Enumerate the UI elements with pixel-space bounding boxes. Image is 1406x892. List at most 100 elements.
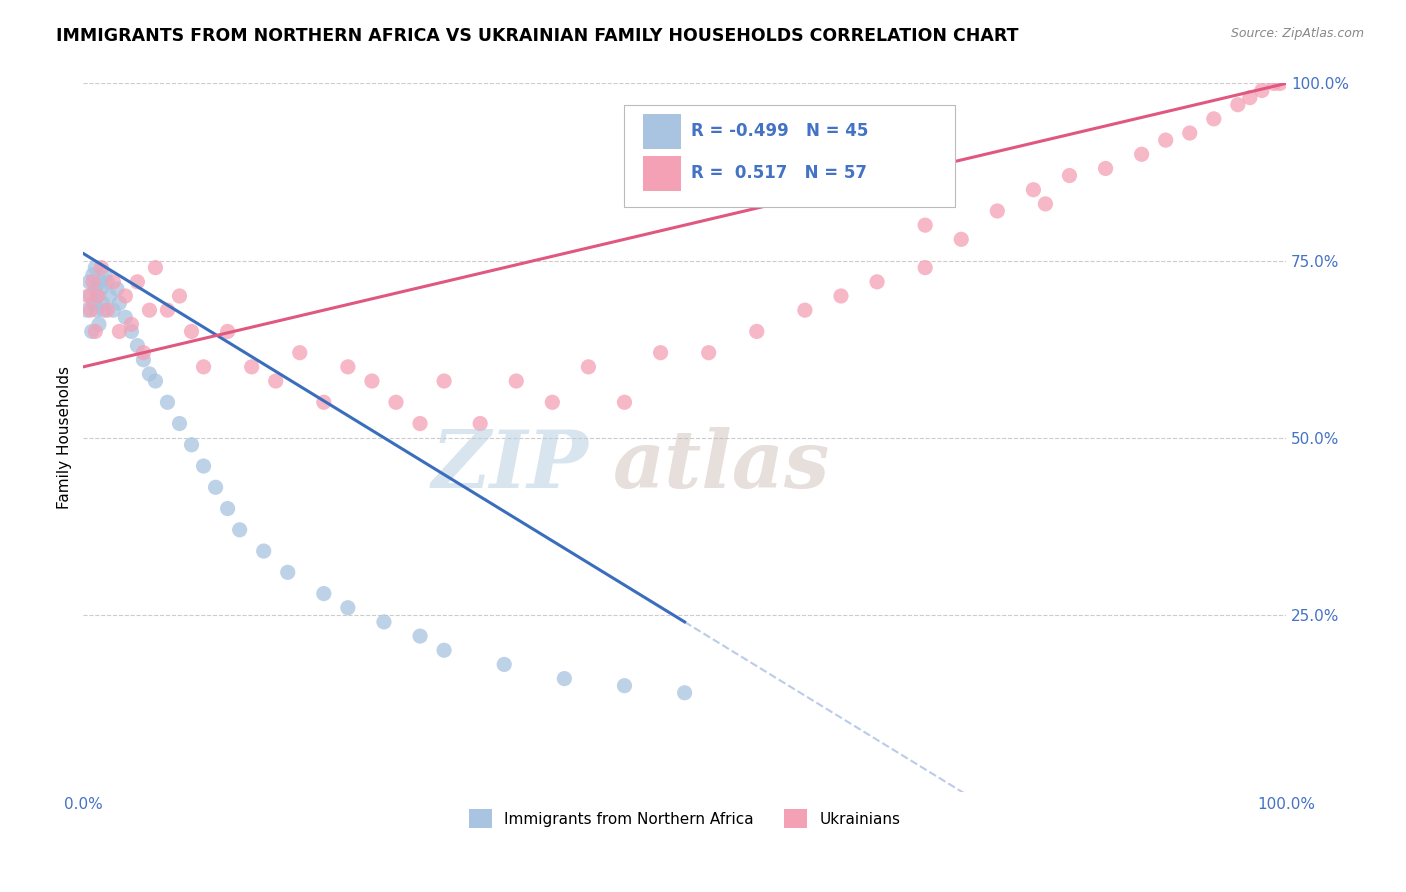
Point: [1202, 112, 1225, 126]
Point: [613, 679, 636, 693]
Point: [169, 417, 191, 431]
Point: [673, 686, 696, 700]
Point: [228, 523, 250, 537]
Point: [217, 325, 239, 339]
Point: [830, 289, 852, 303]
Point: [277, 566, 299, 580]
Point: [93, 303, 115, 318]
Point: [217, 501, 239, 516]
Point: [1239, 90, 1261, 104]
Legend: Immigrants from Northern Africa, Ukrainians: Immigrants from Northern Africa, Ukraini…: [463, 803, 907, 834]
Point: [1130, 147, 1153, 161]
Point: [120, 325, 142, 339]
Point: [138, 367, 160, 381]
Point: [83, 296, 105, 310]
Point: [1154, 133, 1177, 147]
Point: [90, 282, 112, 296]
Point: [127, 275, 149, 289]
Point: [87, 289, 110, 303]
Point: [409, 417, 432, 431]
Point: [336, 359, 359, 374]
Point: [986, 204, 1008, 219]
Point: [138, 303, 160, 318]
Text: Source: ZipAtlas.com: Source: ZipAtlas.com: [1230, 27, 1364, 40]
Point: [96, 303, 118, 318]
Point: [253, 544, 276, 558]
Point: [361, 374, 384, 388]
Point: [470, 417, 492, 431]
Text: ZIP: ZIP: [432, 427, 589, 505]
Point: [541, 395, 564, 409]
Point: [193, 359, 215, 374]
Point: [94, 268, 117, 282]
Point: [82, 268, 104, 282]
Point: [1263, 77, 1285, 91]
Point: [82, 275, 104, 289]
Text: IMMIGRANTS FROM NORTHERN AFRICA VS UKRAINIAN FAMILY HOUSEHOLDS CORRELATION CHART: IMMIGRANTS FROM NORTHERN AFRICA VS UKRAI…: [56, 27, 1019, 45]
Point: [132, 352, 155, 367]
Point: [91, 296, 114, 310]
Point: [650, 345, 672, 359]
Point: [180, 325, 202, 339]
Point: [1251, 83, 1274, 97]
Point: [433, 374, 456, 388]
Point: [950, 232, 973, 246]
Point: [180, 438, 202, 452]
Point: [1268, 77, 1291, 91]
Point: [312, 395, 335, 409]
Point: [114, 289, 136, 303]
Point: [793, 303, 815, 318]
Y-axis label: Family Households: Family Households: [58, 367, 72, 509]
Point: [193, 458, 215, 473]
Point: [240, 359, 263, 374]
Point: [84, 282, 107, 296]
Point: [120, 318, 142, 332]
Point: [77, 289, 100, 303]
Point: [145, 374, 167, 388]
Point: [169, 289, 191, 303]
Point: [156, 303, 179, 318]
Point: [613, 395, 636, 409]
Point: [914, 260, 936, 275]
Point: [1094, 161, 1116, 176]
Point: [76, 303, 98, 318]
Point: [385, 395, 408, 409]
Point: [494, 657, 516, 672]
Point: [697, 345, 720, 359]
Point: [264, 374, 287, 388]
Point: [79, 275, 101, 289]
Point: [373, 615, 395, 629]
Point: [108, 325, 131, 339]
Point: [108, 296, 131, 310]
Point: [336, 600, 359, 615]
Point: [80, 325, 103, 339]
Point: [87, 318, 110, 332]
Point: [312, 586, 335, 600]
Point: [578, 359, 600, 374]
Point: [89, 275, 111, 289]
Point: [79, 289, 101, 303]
Point: [132, 345, 155, 359]
Point: [409, 629, 432, 643]
FancyBboxPatch shape: [643, 156, 681, 191]
Text: R =  0.517   N = 57: R = 0.517 N = 57: [690, 164, 866, 183]
Point: [1226, 97, 1249, 112]
Point: [914, 218, 936, 232]
Point: [553, 672, 575, 686]
FancyBboxPatch shape: [624, 104, 955, 208]
FancyBboxPatch shape: [643, 114, 681, 149]
Point: [866, 275, 889, 289]
Point: [114, 310, 136, 325]
Point: [105, 282, 128, 296]
Point: [90, 260, 112, 275]
Point: [84, 260, 107, 275]
Point: [79, 303, 101, 318]
Point: [96, 275, 118, 289]
Point: [98, 289, 121, 303]
Text: R = -0.499   N = 45: R = -0.499 N = 45: [690, 122, 868, 140]
Point: [156, 395, 179, 409]
Point: [103, 275, 125, 289]
Point: [204, 480, 226, 494]
Point: [1178, 126, 1201, 140]
Point: [127, 338, 149, 352]
